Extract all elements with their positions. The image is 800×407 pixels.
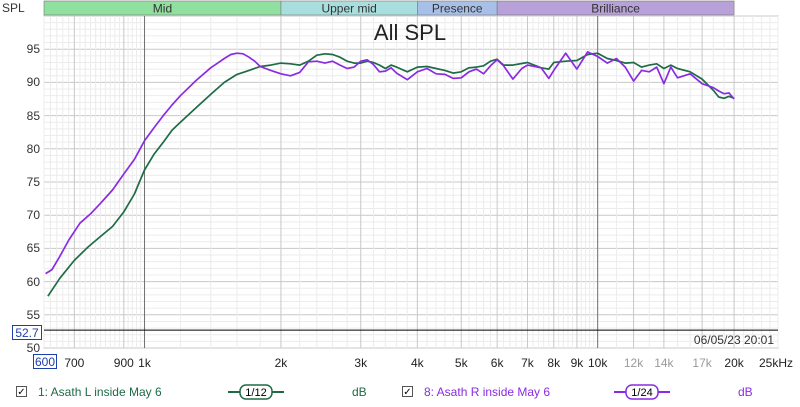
timestamp: 06/05/23 20:01 [694,333,774,347]
band-4 [496,0,735,16]
x-tick-label: 9k [571,356,585,370]
y-tick-label: 75 [26,175,40,189]
y-tick-label: 80 [26,141,40,156]
x-tick-label: 14k [654,356,674,370]
series-lines [45,51,735,297]
y-tick-label: 95 [26,42,40,57]
x-tick-label: 2k [275,356,289,370]
legend-series-1: ✓ 1: Asath L inside May 6 1/12 dB [14,380,394,404]
series-2-smoothing-label: 1/24 [631,387,652,399]
legend-series-2: ✓ 8: Asath R inside May 6 1/24 dB [400,380,790,404]
band-label-4: Brilliance [591,2,640,16]
y-tick-label: 65 [26,241,40,256]
frequency-bands: Mid Upper mid Presence Brilliance [43,0,735,16]
series-2-name: 8: Asath R inside May 6 [424,385,551,399]
x-tick-label: 8k [547,356,561,370]
series-1-smoothing-label: 1/12 [245,387,266,399]
grid [43,15,779,349]
series-2-checkbox[interactable]: ✓ [402,386,413,398]
x-tick-label: 12k [624,356,644,370]
x-tick-label: 5k [455,356,469,370]
x-axis-labels: 700 900 1k 2k 3k 4k 5k 6k 7k 8k 9k 10k 12k 14k 17k 20k 2… [64,356,793,370]
y-tick-label: 50 [26,341,40,355]
x-cursor-readout[interactable]: 600 [33,354,57,369]
y-tick-label: 70 [26,208,40,223]
band-label-3: Presence [432,2,483,16]
y-axis-label: SPL [2,1,25,15]
x-tick-label: 10k [588,356,608,370]
y-tick-label: 85 [26,108,40,123]
band-label-1: Mid [153,2,172,16]
x-tick-label: 4k [411,356,425,370]
x-tick-label: 7k [521,356,535,370]
band-label-2: Upper mid [321,2,376,16]
x-tick-label: 6k [491,356,505,370]
series-1-line [47,52,735,297]
x-tick-label: 900 [114,356,134,370]
x-tick-label: 20k [724,356,744,370]
series-2-line [45,51,735,275]
x-tick-label: 1k [138,356,152,370]
x-tick-label: 700 [64,356,84,370]
series-1-smoothing[interactable]: 1/12 [228,384,284,400]
x-unit-label: 25kHz [759,356,793,370]
series-2-unit: dB [738,385,753,399]
series-1-name: 1: Asath L inside May 6 [38,385,162,399]
x-tick-label: 17k [692,356,712,370]
y-tick-label: 90 [26,75,40,90]
x-tick-label: 3k [354,356,368,370]
series-2-smoothing[interactable]: 1/24 [614,384,670,400]
y-tick-label: 55 [26,307,40,322]
chart-title: All SPL [374,20,446,45]
series-1-unit: dB [352,385,367,399]
y-cursor-readout[interactable]: 52.7 [12,325,42,340]
series-1-checkbox[interactable]: ✓ [16,386,27,398]
y-tick-label: 60 [26,274,40,289]
